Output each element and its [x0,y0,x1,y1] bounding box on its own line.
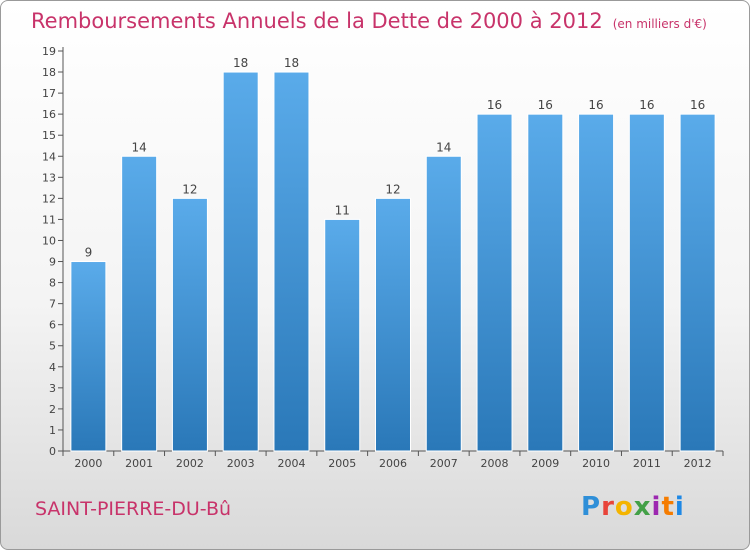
bar-2008[interactable] [476,113,513,452]
y-tick-label: 6 [49,319,56,332]
value-label-2009: 16 [538,98,553,112]
value-label-2001: 14 [132,140,147,154]
y-tick-label: 12 [42,192,56,205]
y-tick-label: 19 [42,45,56,58]
x-tick-label-2004: 2004 [277,457,305,470]
y-tick-label: 11 [42,213,56,226]
chart-title: Remboursements Annuels de la Dette de 20… [31,9,707,33]
value-label-2003: 18 [233,56,248,70]
value-labels: 9 14 12 18 18 11 12 14 16 16 16 16 16 [85,56,706,259]
bar-2007[interactable] [425,155,462,452]
value-label-2010: 16 [588,98,603,112]
y-tick-label: 10 [42,234,56,247]
logo-letter: t [661,492,675,522]
value-label-2007: 14 [436,140,451,154]
bar-2006[interactable] [375,197,411,452]
x-tick-label-2010: 2010 [582,457,610,470]
x-tick-label-2009: 2009 [531,457,559,470]
y-tick-label: 3 [49,382,56,395]
proxiti-logo[interactable]: Proxiti [581,492,685,522]
x-tick-label-2012: 2012 [684,457,712,470]
x-tick-label-2006: 2006 [379,457,407,470]
y-tick-label: 5 [49,340,56,353]
logo-letter: i [651,492,662,522]
logo-letter: x [633,492,652,522]
logo-letter: r [601,492,615,522]
y-tick-label: 9 [49,256,56,269]
value-label-2000: 9 [85,246,93,260]
bar-2003[interactable] [222,71,259,452]
y-tick-label: 8 [49,277,56,290]
x-tick-label-2003: 2003 [227,457,255,470]
x-tick-label-2001: 2001 [125,457,153,470]
value-label-2004: 18 [284,56,299,70]
value-label-2008: 16 [487,98,502,112]
x-tick-label-2011: 2011 [633,457,661,470]
y-tick-label: 15 [42,129,56,142]
commune-name: SAINT-PIERRE-DU-Bû [35,498,232,520]
bar-2002[interactable] [171,197,208,452]
bar-2011[interactable] [628,113,665,452]
y-tick-label: 7 [49,298,56,311]
x-axis: 2000 2001 2002 2003 2004 2005 2006 2007 2008 2009… [62,450,724,470]
unit-label: (en milliers d'€) [612,17,707,31]
y-tick-label: 16 [42,108,56,121]
value-label-2006: 12 [385,182,400,196]
y-tick-label: 17 [42,87,56,100]
bars [70,71,716,452]
x-tick-label-2008: 2008 [481,457,509,470]
y-tick-label: 4 [49,361,56,374]
value-label-2002: 12 [182,182,197,196]
bar-2012[interactable] [679,113,716,452]
x-tick-label-2000: 2000 [74,457,102,470]
logo-letter: o [614,492,634,522]
bar-2009[interactable] [527,113,564,452]
x-tick-label-2005: 2005 [328,457,356,470]
value-label-2005: 11 [335,203,350,217]
bar-2004[interactable] [273,71,310,452]
value-label-2011: 16 [639,98,654,112]
value-label-2012: 16 [690,98,705,112]
x-tick-label-2007: 2007 [430,457,458,470]
x-tick-label-2002: 2002 [176,457,204,470]
logo-letter: P [581,492,602,522]
bar-2000[interactable] [70,261,107,452]
y-tick-label: 1 [49,424,56,437]
y-tick-label: 2 [49,403,56,416]
y-tick-label: 13 [42,171,56,184]
bar-2001[interactable] [121,155,158,452]
bar-2005[interactable] [324,218,361,452]
y-tick-label: 0 [49,445,56,458]
title-text: Remboursements Annuels de la Dette de 20… [31,9,603,33]
y-tick-label: 14 [42,150,56,163]
logo-letter: i [674,492,685,522]
bar-2010[interactable] [578,113,615,452]
y-tick-label: 18 [42,66,56,79]
